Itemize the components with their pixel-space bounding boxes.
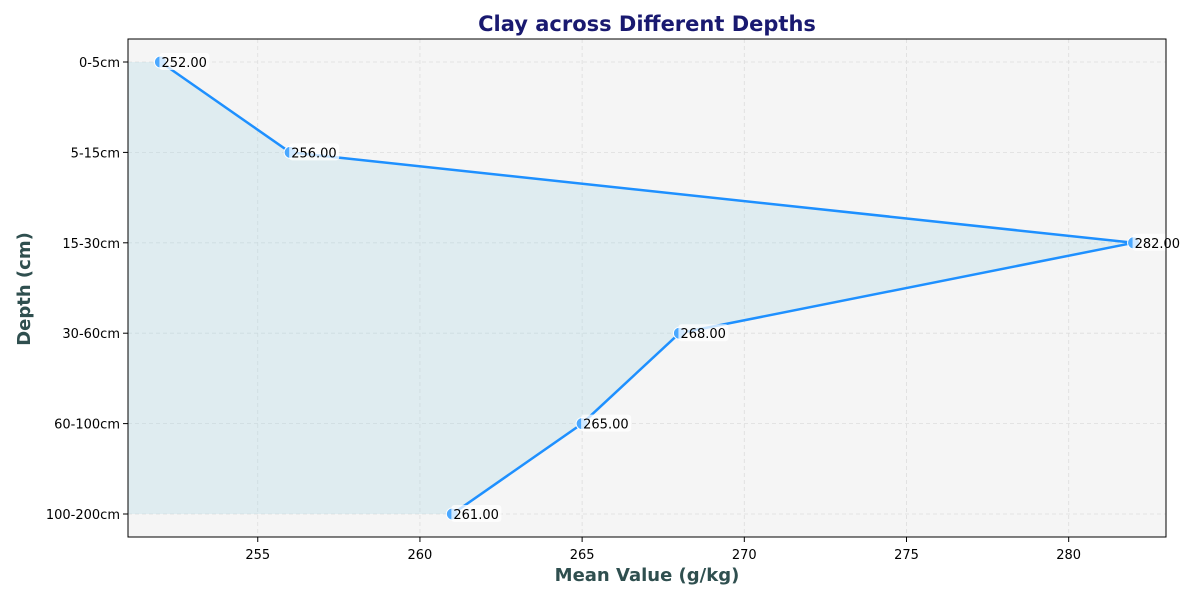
series-line <box>159 60 1134 516</box>
data-label-bg <box>159 53 210 70</box>
y-tick-label: 100-200cm <box>46 508 120 523</box>
plot-area <box>128 39 1166 537</box>
y-axis-label: Depth (cm) <box>14 232 35 346</box>
area-fill <box>128 62 1134 514</box>
data-label-bg <box>678 324 729 342</box>
y-tick-label: 0-5cm <box>79 56 120 71</box>
data-label: 252.00 <box>161 56 207 71</box>
data-label-bg <box>581 414 632 432</box>
x-tick-label: 265 <box>570 548 595 563</box>
x-tick-label: 280 <box>1056 548 1081 563</box>
data-label: 265.00 <box>583 418 629 433</box>
plot-frame <box>127 38 1167 538</box>
x-axis-ticks: 255 260 265 270 275 280 <box>245 537 1081 563</box>
data-label: 268.00 <box>680 327 726 342</box>
data-label-bg <box>1132 233 1183 251</box>
x-axis-label: Mean Value (g/kg) <box>555 565 740 586</box>
x-tick-label: 260 <box>408 548 433 563</box>
chart-title: Clay across Different Depths <box>478 12 816 36</box>
grid <box>128 39 1166 537</box>
data-labels: 252.00 256.00 282.00 268.00 265.00 261.00 <box>159 53 1183 523</box>
y-tick-label: 5-15cm <box>71 146 120 161</box>
y-axis-ticks: 0-5cm 5-15cm 15-30cm 30-60cm 60-100cm 100-200… <box>46 56 128 523</box>
x-tick-label: 255 <box>245 548 270 563</box>
data-label: 256.00 <box>291 146 337 161</box>
data-label-bg <box>289 143 340 161</box>
data-label: 261.00 <box>453 508 499 523</box>
x-tick-label: 270 <box>732 548 757 563</box>
y-tick-label: 60-100cm <box>54 418 120 433</box>
data-label: 282.00 <box>1135 237 1181 252</box>
x-tick-label: 275 <box>894 548 919 563</box>
y-tick-label: 30-60cm <box>62 327 120 342</box>
data-label-bg <box>451 505 502 522</box>
y-tick-label: 15-30cm <box>62 237 120 252</box>
